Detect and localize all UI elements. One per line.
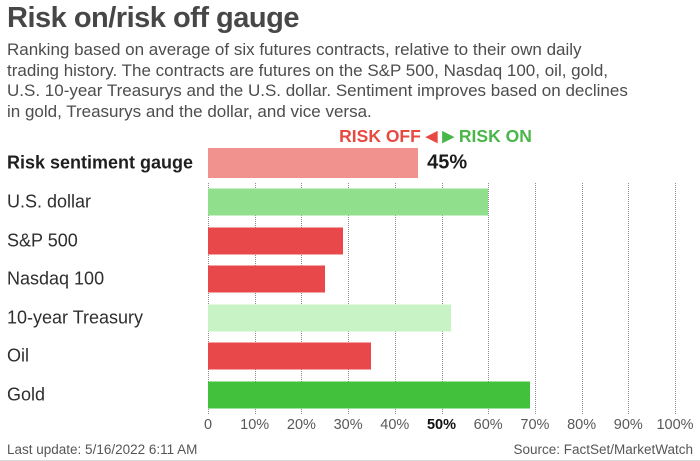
chart-subtitle: Ranking based on average of six futures … — [7, 40, 691, 122]
x-tick-label: 0 — [203, 417, 213, 433]
gridline — [348, 183, 350, 414]
risk-on-label: RISK ON — [458, 125, 532, 146]
bar — [208, 381, 531, 409]
gridline — [675, 183, 676, 414]
row-label: Oil — [7, 345, 29, 366]
bar — [208, 265, 325, 293]
row-label: S&P 500 — [7, 230, 78, 251]
value-label: 45% — [427, 151, 468, 174]
subtitle-line: trading history. The contracts are futur… — [7, 60, 609, 80]
table-row: Oil — [0, 337, 700, 376]
row-label: 10-year Treasury — [7, 307, 144, 328]
bar — [208, 342, 372, 370]
source: Source: FactSet/MarketWatch — [513, 442, 693, 457]
risk-on-arrow-icon: ▶ — [442, 127, 454, 145]
x-tick-label: 20% — [286, 417, 316, 433]
x-tick-label: 70% — [520, 417, 550, 433]
subtitle-line: in gold, Treasurys and the dollar, and v… — [7, 101, 372, 121]
gridline — [208, 183, 209, 414]
last-update: Last update: 5/16/2022 6:11 AM — [7, 442, 198, 457]
gridline — [534, 183, 536, 414]
x-tick-label: 10% — [240, 417, 270, 433]
direction-legend: RISK OFF ◀ ▶ RISK ON — [202, 125, 669, 147]
subtitle-line: U.S. 10-year Treasurys and the U.S. doll… — [7, 81, 628, 101]
row-label: U.S. dollar — [7, 191, 92, 212]
x-tick-label: 90% — [613, 417, 643, 433]
table-row: 10-year Treasury — [0, 299, 700, 338]
table-row: Gold — [0, 376, 700, 415]
x-tick-label: 80% — [567, 417, 597, 433]
plot-area: U.S. dollar S&P 500 Nasdaq 100 10-year Trea… — [0, 183, 700, 414]
gridline — [488, 183, 490, 414]
row-label: Risk sentiment gauge — [7, 152, 194, 173]
x-tick-label: 50% — [426, 417, 457, 433]
x-tick-label: 30% — [333, 417, 363, 433]
table-row: S&P 500 — [0, 222, 700, 261]
gridline — [581, 183, 583, 414]
subtitle-line: Ranking based on average of six futures … — [7, 40, 582, 59]
risk-off-label: RISK OFF — [339, 125, 421, 146]
gridline — [254, 183, 256, 414]
bar — [208, 148, 419, 178]
x-tick-label: 60% — [473, 417, 503, 433]
row-label: Nasdaq 100 — [7, 268, 105, 289]
x-tick-label: 40% — [380, 417, 410, 433]
gridline — [301, 183, 303, 414]
table-row: U.S. dollar — [0, 183, 700, 222]
gridline — [628, 183, 630, 414]
page-title: Risk on/risk off gauge — [7, 2, 299, 34]
bar — [208, 188, 489, 216]
row-label: Gold — [7, 384, 46, 405]
bar — [208, 304, 451, 332]
chart-footer: Last update: 5/16/2022 6:11 AM Source: F… — [7, 442, 693, 457]
x-tick-label: 100% — [656, 417, 694, 433]
table-row: Nasdaq 100 — [0, 260, 700, 299]
bar — [208, 227, 344, 255]
x-axis: 0 10% 20% 30% 40% 50% 60% 70% 80% 90% 100% — [204, 417, 694, 435]
gridlines — [208, 183, 676, 414]
gauge-row: Risk sentiment gauge 45% — [0, 146, 700, 180]
gridline — [394, 183, 396, 414]
gridline — [441, 183, 443, 414]
risk-off-arrow-icon: ◀ — [425, 127, 438, 145]
